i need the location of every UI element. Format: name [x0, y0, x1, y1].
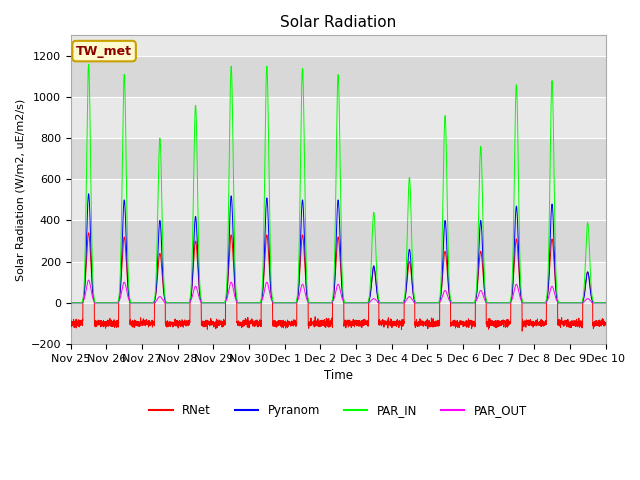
RNet [601, 320, 609, 326]
RNet [488, 318, 496, 324]
PAR_IN [428, 300, 436, 306]
PAR_IN [84, 61, 92, 67]
PAR_OUT [602, 300, 609, 306]
X-axis label: Time: Time [324, 369, 353, 382]
Line: Pyranom: Pyranom [71, 194, 605, 303]
PAR_IN [601, 300, 609, 306]
PAR_IN [318, 300, 326, 306]
Bar [71, 56, 605, 97]
RNet [67, 317, 75, 323]
PAR_OUT [488, 300, 496, 306]
Line: RNet: RNet [71, 233, 605, 331]
Pyranom [67, 300, 75, 306]
Pyranom [602, 300, 609, 306]
PAR_IN [602, 300, 609, 306]
Pyranom [458, 300, 466, 306]
RNet [163, 320, 171, 326]
Bar [71, 138, 605, 180]
Bar [71, 220, 605, 262]
Line: PAR_IN: PAR_IN [71, 64, 605, 303]
Title: Solar Radiation: Solar Radiation [280, 15, 396, 30]
Pyranom [428, 300, 436, 306]
RNet [518, 328, 526, 334]
Pyranom [318, 300, 326, 306]
Y-axis label: Solar Radiation (W/m2, uE/m2/s): Solar Radiation (W/m2, uE/m2/s) [15, 98, 25, 281]
RNet [458, 319, 466, 324]
PAR_OUT [428, 300, 436, 306]
RNet [318, 320, 326, 326]
PAR_OUT [84, 277, 92, 283]
Bar [71, 303, 605, 344]
PAR_IN [458, 300, 466, 306]
Pyranom [488, 300, 496, 306]
PAR_OUT [67, 300, 75, 306]
Pyranom [84, 191, 92, 197]
PAR_OUT [458, 300, 466, 306]
RNet [602, 322, 609, 327]
RNet [428, 319, 436, 325]
Text: TW_met: TW_met [76, 45, 132, 58]
PAR_IN [163, 300, 171, 306]
PAR_OUT [601, 300, 609, 306]
PAR_OUT [163, 300, 171, 306]
Pyranom [163, 300, 171, 306]
Legend: RNet, Pyranom, PAR_IN, PAR_OUT: RNet, Pyranom, PAR_IN, PAR_OUT [145, 399, 532, 421]
PAR_IN [488, 300, 496, 306]
RNet [84, 230, 92, 236]
Line: PAR_OUT: PAR_OUT [71, 280, 605, 303]
PAR_OUT [318, 300, 326, 306]
Pyranom [601, 300, 609, 306]
PAR_IN [67, 300, 75, 306]
